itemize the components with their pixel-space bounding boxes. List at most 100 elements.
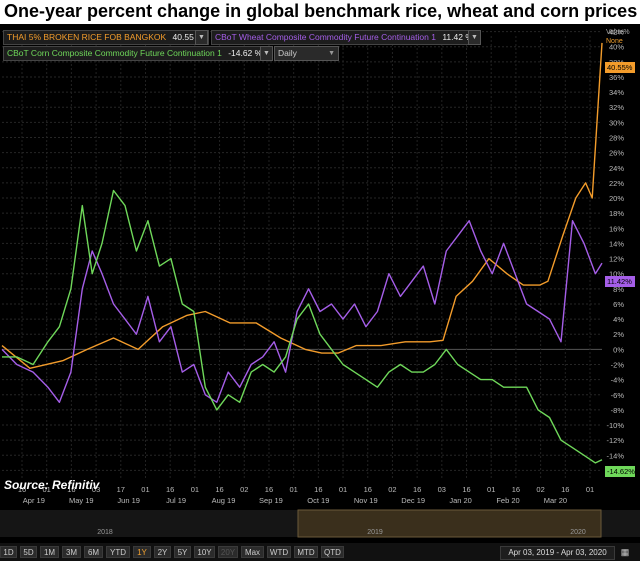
rice-line <box>1 42 603 369</box>
x-tick-label: 01 <box>43 485 51 494</box>
y-tick-label: 16% <box>609 224 624 233</box>
y-tick-label: 8% <box>613 285 624 294</box>
value-header-label: Value% <box>606 29 630 36</box>
range-button-ytd[interactable]: YTD <box>106 546 130 558</box>
title-bar: One-year percent change in global benchm… <box>0 0 640 24</box>
x-tick-label: 16 <box>462 485 470 494</box>
range-button-5y[interactable]: 5Y <box>174 546 191 558</box>
frequency-select[interactable]: Daily ▼ <box>274 46 339 61</box>
x-month-label: Aug 19 <box>212 496 236 505</box>
corn-value-badge: -14.62% <box>605 466 635 477</box>
chevron-down-icon[interactable]: ▼ <box>195 30 208 45</box>
range-button-1d[interactable]: 1D <box>0 546 17 558</box>
y-axis: 42%40%38%36%34%32%30%28%26%24%22%20%18%1… <box>606 28 624 476</box>
range-button-wtd[interactable]: WTD <box>267 546 291 558</box>
y-tick-label: 2% <box>613 330 624 339</box>
frequency-label: Daily <box>278 48 297 58</box>
y-tick-label: 14% <box>609 239 624 248</box>
y-tick-label: 10% <box>609 270 624 279</box>
x-month-label: Sep 19 <box>259 496 283 505</box>
x-tick-label: 16 <box>215 485 223 494</box>
navigator-window[interactable] <box>297 509 602 538</box>
x-tick-label: 01 <box>141 485 149 494</box>
range-button-mtd[interactable]: MTD <box>294 546 318 558</box>
wheat-value-badge: 11.42% <box>605 276 635 287</box>
y-tick-label: 24% <box>609 164 624 173</box>
x-tick-label: 03 <box>92 485 100 494</box>
x-tick-label: 01 <box>191 485 199 494</box>
x-tick-label: 03 <box>438 485 446 494</box>
y-tick-label: -2% <box>611 361 625 370</box>
x-tick-label: 16 <box>265 485 273 494</box>
y-tick-label: 34% <box>609 88 624 97</box>
y-tick-label: 30% <box>609 118 624 127</box>
navigator-year-label: 2020 <box>570 529 586 536</box>
y-tick-label: 4% <box>613 315 624 324</box>
legend-corn-value: -14.62 % <box>228 48 263 58</box>
range-button-1m[interactable]: 1M <box>40 546 59 558</box>
x-month-label: Jul 19 <box>166 496 186 505</box>
x-month-label: Nov 19 <box>354 496 378 505</box>
y-tick-label: 26% <box>609 149 624 158</box>
x-tick-label: 16 <box>512 485 520 494</box>
y-tick-label: -14% <box>606 451 624 460</box>
value-header-none: None <box>606 38 623 45</box>
value-header: Value% None <box>606 28 630 46</box>
y-tick-label: 18% <box>609 209 624 218</box>
y-tick-label: 22% <box>609 179 624 188</box>
chevron-down-icon[interactable]: ▼ <box>468 30 481 45</box>
x-tick-label: 16 <box>314 485 322 494</box>
legend-rice[interactable]: THAI 5% BROKEN RICE FOB BANGKOK 40.55 % <box>3 30 209 45</box>
range-button-2y[interactable]: 2Y <box>154 546 171 558</box>
series-lines <box>1 42 603 464</box>
y-tick-label: -4% <box>611 376 625 385</box>
x-month-label: Feb 20 <box>496 496 519 505</box>
y-tick-label: 12% <box>609 255 624 264</box>
y-tick-label: 0% <box>613 345 624 354</box>
x-month-label: Apr 19 <box>23 496 45 505</box>
x-month-label: Jan 20 <box>449 496 472 505</box>
x-tick-label: 02 <box>536 485 544 494</box>
y-tick-label: 42% <box>609 28 624 37</box>
range-button-3m[interactable]: 3M <box>62 546 81 558</box>
grid <box>2 31 602 478</box>
legend-corn[interactable]: CBoT Corn Composite Commodity Future Con… <box>3 46 267 61</box>
date-range-field[interactable]: Apr 03, 2019 - Apr 03, 2020 <box>500 546 615 560</box>
x-tick-label: 01 <box>339 485 347 494</box>
x-month-label: Dec 19 <box>401 496 425 505</box>
y-tick-label: 20% <box>609 194 624 203</box>
x-month-label: May 19 <box>69 496 94 505</box>
corn-line <box>2 189 603 464</box>
range-button-10y[interactable]: 10Y <box>194 546 215 558</box>
wheat-line <box>1 220 603 403</box>
range-button-1y[interactable]: 1Y <box>133 546 151 558</box>
legend-wheat[interactable]: CBoT Wheat Composite Commodity Future Co… <box>211 30 473 45</box>
x-tick-label: 16 <box>67 485 75 494</box>
range-button-20y[interactable]: 20Y <box>218 546 238 558</box>
legend-rice-value: 40.55 % <box>172 32 204 42</box>
x-tick-label: 01 <box>586 485 594 494</box>
range-button-5d[interactable]: 5D <box>20 546 37 558</box>
navigator-year-label: 2019 <box>367 529 383 536</box>
navigator-year-label: 2018 <box>97 529 113 536</box>
y-tick-label: -12% <box>606 436 624 445</box>
range-button-qtd[interactable]: QTD <box>321 546 344 558</box>
x-axis: 16 01 16 03 17 01 16 01 16 02 16 01 16 01 16 02 16 03 16 01… <box>0 485 640 538</box>
x-tick-label: 01 <box>487 485 495 494</box>
legend-rice-label: THAI 5% BROKEN RICE FOB BANGKOK <box>7 32 167 42</box>
range-button-max[interactable]: Max <box>241 546 264 558</box>
chevron-down-icon[interactable]: ▼ <box>260 46 273 61</box>
chevron-down-icon: ▼ <box>328 50 335 57</box>
legend-corn-label: CBoT Corn Composite Commodity Future Con… <box>7 48 222 58</box>
range-button-6m[interactable]: 6M <box>84 546 103 558</box>
x-tick-label: 16 <box>413 485 421 494</box>
y-tick-label: 36% <box>609 73 624 82</box>
chart-title: One-year percent change in global benchm… <box>4 1 638 21</box>
x-month-label: Oct 19 <box>307 496 329 505</box>
y-tick-label: 40% <box>609 43 624 52</box>
y-tick-label: -8% <box>611 406 625 415</box>
calendar-icon[interactable]: ▦ <box>620 547 630 557</box>
source-note: Source: Refinitiv <box>4 478 100 492</box>
y-tick-label: 6% <box>613 300 624 309</box>
